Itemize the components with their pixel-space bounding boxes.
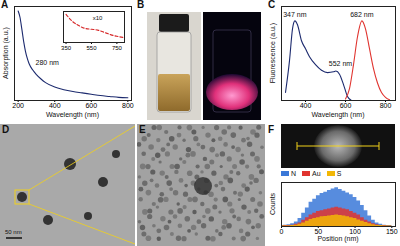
svg-text:x10: x10: [93, 15, 103, 21]
html-text:E: E: [139, 124, 146, 135]
svg-text:600: 600: [340, 102, 352, 109]
svg-text:347 nm: 347 nm: [283, 11, 307, 18]
html-text:C: C: [268, 0, 276, 10]
html-text:N: N: [291, 170, 297, 177]
svg-text:50: 50: [314, 228, 322, 235]
svg-text:550: 550: [86, 45, 97, 51]
html-text:Counts: Counts: [269, 192, 276, 216]
svg-text:100: 100: [349, 228, 361, 235]
svg-text:0: 0: [280, 228, 284, 235]
html-text:Absorption (a.u.): Absorption (a.u.): [2, 27, 9, 79]
svg-text:350: 350: [61, 45, 72, 51]
html-text:Position (nm): Position (nm): [317, 235, 359, 242]
svg-text:682 nm: 682 nm: [350, 11, 374, 18]
html-text:Au: Au: [312, 170, 321, 177]
svg-text:200: 200: [12, 102, 24, 109]
svg-text:800: 800: [122, 102, 134, 109]
html-text:S: S: [336, 170, 342, 177]
html-text:Wavelength (nm): Wavelength (nm): [311, 111, 365, 118]
svg-text:50 nm: 50 nm: [5, 229, 22, 235]
html-text:Wavelength (nm): Wavelength (nm): [46, 111, 99, 118]
html-text:Fluorescence (a.u.): Fluorescence (a.u.): [269, 22, 276, 84]
svg-text:600: 600: [85, 102, 97, 109]
svg-text:750: 750: [112, 45, 123, 51]
html-text:D: D: [2, 124, 10, 135]
svg-text:400: 400: [49, 102, 61, 109]
html-text:F: F: [268, 124, 275, 135]
svg-text:552 nm: 552 nm: [329, 60, 353, 67]
svg-text:150: 150: [386, 228, 398, 235]
svg-text:280 nm: 280 nm: [36, 59, 60, 66]
svg-text:800: 800: [380, 102, 392, 109]
html-text:A: A: [1, 0, 9, 10]
svg-text:400: 400: [300, 102, 312, 109]
html-text:B: B: [137, 0, 145, 10]
